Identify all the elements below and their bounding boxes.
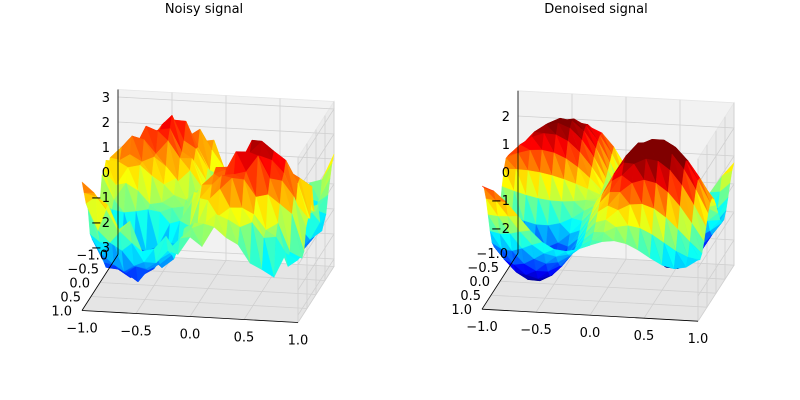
y-axis-line — [481, 252, 519, 310]
y-tick-label: 0.0 — [69, 277, 90, 292]
x-tick-label: 1.0 — [688, 332, 709, 347]
grid-line — [589, 96, 627, 316]
surface-facet — [261, 238, 275, 278]
x-tick-label: 0.5 — [234, 331, 255, 346]
z-tick-label: 1 — [102, 141, 110, 156]
surface-facet — [249, 222, 263, 271]
x-tick-label: 0.0 — [180, 328, 201, 343]
z-tick-label: −1 — [491, 194, 510, 209]
noisy-signal-panel: Noisy signal −1.0 −0.5 0.0 0.5 1.0−1.0−0.50.… — [51, 2, 335, 349]
y-tick-label: 0.0 — [469, 275, 490, 290]
x-tick-label: 1.0 — [288, 334, 309, 349]
surface-facet — [673, 250, 687, 270]
y-axis-line — [81, 254, 119, 311]
x-tick-label: −0.5 — [120, 325, 152, 340]
x-axis-line — [81, 310, 299, 323]
surface-facet — [105, 204, 119, 231]
surface-facet — [613, 226, 627, 245]
y-tick-label: −1.0 — [76, 249, 108, 264]
surface-facet — [541, 241, 555, 254]
grid-line — [189, 95, 227, 317]
surface-facet — [517, 215, 531, 232]
surface-facet — [637, 228, 651, 259]
z-tick-label: 1 — [502, 138, 510, 153]
y-tick-label: 0.5 — [460, 289, 481, 304]
surface-facet — [237, 227, 251, 264]
y-tick-label: −0.5 — [467, 261, 499, 276]
surface-facet — [273, 236, 287, 278]
z-tick-label: 0 — [102, 166, 110, 181]
surface-facet — [177, 236, 191, 255]
y-tick-label: −1.0 — [476, 247, 508, 262]
z-tick-label: −1 — [91, 191, 110, 206]
z-tick-label: −2 — [491, 222, 510, 237]
x-axis-line — [481, 308, 699, 322]
chart-title-denoised: Denoised signal — [544, 2, 647, 17]
chart-title-noisy: Noisy signal — [165, 2, 243, 17]
denoised-signal-panel: Denoised signal −1.0 −0.5 0.0 0.5 1.0−1.0−0.… — [451, 2, 735, 347]
grid-line — [697, 102, 735, 322]
grid-line — [297, 101, 335, 323]
surface-facet — [129, 220, 143, 252]
surface-facet — [117, 220, 131, 232]
surface-facet — [201, 223, 215, 247]
surface-facet — [565, 249, 579, 255]
y-tick-label: 1.0 — [51, 305, 72, 320]
surface-facet — [141, 248, 155, 263]
z-tick-label: 2 — [102, 116, 110, 131]
y-tick-label: 0.5 — [60, 291, 81, 306]
x-tick-label: −1.0 — [66, 322, 98, 337]
grid-line — [117, 121, 335, 191]
grid-line — [117, 96, 335, 166]
surface-facet — [93, 192, 107, 210]
surface-facet — [529, 229, 543, 245]
x-tick-label: −0.5 — [520, 323, 552, 338]
surface-facet — [481, 185, 495, 192]
z-tick-label: 3 — [102, 91, 110, 106]
z-tick-label: −3 — [91, 241, 110, 256]
grid-line — [517, 115, 735, 185]
surface-facet — [577, 245, 591, 250]
z-tick-label: −2 — [91, 216, 110, 231]
surface-facet — [625, 225, 639, 251]
surface-facet — [153, 235, 167, 263]
surface-facet — [81, 181, 95, 193]
x-tick-label: −1.0 — [466, 320, 498, 335]
surface-facet — [213, 213, 227, 238]
surface-facet — [165, 235, 179, 255]
z-tick-label: 0 — [502, 166, 510, 181]
surface-facet — [649, 234, 663, 266]
y-tick-label: 1.0 — [451, 303, 472, 318]
grid-line — [117, 246, 335, 316]
surface-facet — [505, 201, 519, 217]
surface-facet — [685, 257, 699, 268]
x-tick-label: 0.0 — [580, 326, 601, 341]
surface-facet — [601, 232, 615, 242]
surface-facet — [553, 248, 567, 257]
z-tick-label: 2 — [502, 110, 510, 125]
surface-facet — [225, 219, 239, 246]
surface-facet — [493, 190, 507, 203]
surface-facet — [661, 242, 675, 270]
y-tick-label: −0.5 — [67, 263, 99, 278]
x-tick-label: 0.5 — [634, 329, 655, 344]
surface-facet — [589, 239, 603, 246]
surface-facet — [285, 253, 299, 267]
surface-facet — [189, 227, 203, 247]
